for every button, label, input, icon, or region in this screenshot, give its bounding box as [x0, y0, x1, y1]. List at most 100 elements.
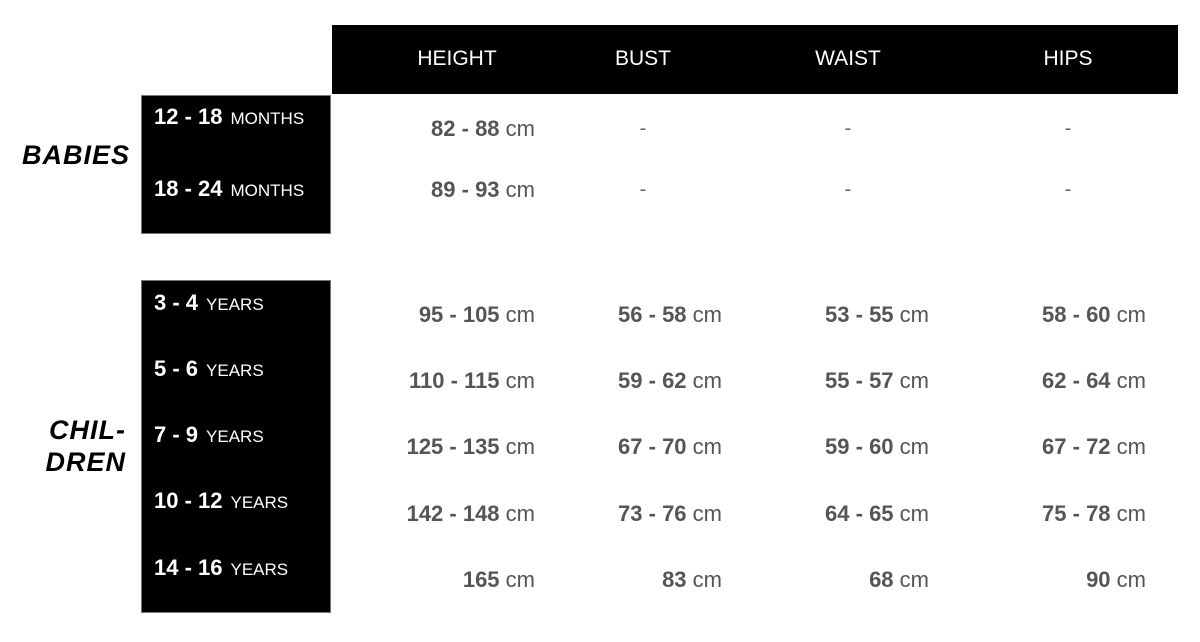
empty-value: -: [1064, 178, 1072, 201]
measurement-cell: 142 - 148 cm: [407, 501, 535, 527]
babies-age-box: [141, 95, 331, 234]
header-bar: [332, 25, 1178, 94]
column-header-bust: BUST: [614, 47, 672, 70]
measurement-value: 68: [869, 567, 894, 592]
age-range: 5 - 6: [154, 356, 199, 381]
measurement-value: 75 - 78: [1042, 501, 1111, 526]
measurement-value: 110 - 115: [409, 368, 500, 393]
measurement-cell: 64 - 65 cm: [825, 501, 929, 527]
measurement-unit: cm: [692, 567, 722, 592]
age-label: 10 - 12 YEARS: [154, 488, 288, 514]
measurement-unit: cm: [692, 368, 722, 393]
measurement-value: 82 - 88: [431, 116, 500, 141]
measurement-cell: 82 - 88 cm: [431, 116, 535, 142]
measurement-unit: cm: [505, 368, 535, 393]
measurement-value: 58 - 60: [1042, 302, 1111, 327]
age-label: 3 - 4 YEARS: [154, 290, 264, 316]
measurement-unit: cm: [505, 177, 535, 202]
age-unit: MONTHS: [230, 109, 305, 128]
measurement-cell: 90 cm: [1086, 567, 1146, 593]
measurement-unit: cm: [692, 434, 722, 459]
measurement-cell: 110 - 115 cm: [409, 368, 535, 394]
measurement-value: 67 - 70: [618, 434, 687, 459]
age-label: 14 - 16 YEARS: [154, 555, 288, 581]
age-range: 3 - 4: [154, 290, 199, 315]
age-unit: YEARS: [206, 361, 264, 380]
measurement-cell: 67 - 70 cm: [618, 434, 722, 460]
measurement-value: 59 - 60: [825, 434, 894, 459]
age-range: 7 - 9: [154, 422, 199, 447]
group-label-babies: BABIES: [21, 140, 130, 170]
measurement-cell: 83 cm: [662, 567, 722, 593]
measurement-unit: cm: [505, 567, 535, 592]
age-label: 18 - 24 MONTHS: [154, 176, 304, 202]
measurement-value: 62 - 64: [1042, 368, 1111, 393]
measurement-unit: cm: [1116, 434, 1146, 459]
measurement-value: 89 - 93: [431, 177, 500, 202]
age-range: 10 - 12: [154, 488, 223, 513]
measurement-value: 142 - 148: [406, 501, 500, 526]
measurement-cell: 165 cm: [463, 567, 535, 593]
column-header-waist: WAIST: [815, 47, 881, 70]
measurement-cell: 73 - 76 cm: [618, 501, 722, 527]
measurement-value: 59 - 62: [618, 368, 687, 393]
measurement-value: 53 - 55: [825, 302, 894, 327]
group-label-line: CHIL-: [49, 415, 126, 445]
measurement-cell: 68 cm: [869, 567, 929, 593]
measurement-cell: 125 - 135 cm: [407, 434, 535, 460]
measurement-unit: cm: [899, 368, 929, 393]
measurement-cell: 58 - 60 cm: [1042, 302, 1146, 328]
measurement-unit: cm: [505, 501, 535, 526]
age-label: 12 - 18 MONTHS: [154, 104, 304, 130]
children-age-box: [141, 280, 331, 613]
measurement-unit: cm: [1116, 501, 1146, 526]
age-range: 18 - 24: [154, 176, 223, 201]
measurement-unit: cm: [692, 501, 722, 526]
measurement-unit: cm: [505, 302, 535, 327]
age-unit: YEARS: [206, 427, 264, 446]
measurement-cell: 59 - 62 cm: [618, 368, 722, 394]
empty-value: -: [844, 178, 852, 201]
column-header-height: HEIGHT: [417, 47, 497, 70]
measurement-value: 90: [1086, 567, 1111, 592]
age-unit: MONTHS: [230, 181, 305, 200]
age-label: 7 - 9 YEARS: [154, 422, 264, 448]
measurement-value: 55 - 57: [825, 368, 894, 393]
measurement-value: 95 - 105: [418, 302, 500, 327]
measurement-unit: cm: [1116, 302, 1146, 327]
measurement-cell: 59 - 60 cm: [825, 434, 929, 460]
group-label-line: DREN: [45, 447, 126, 477]
measurement-cell: 56 - 58 cm: [618, 302, 722, 328]
age-range: 12 - 18: [154, 104, 223, 129]
measurement-cell: 95 - 105 cm: [419, 302, 535, 328]
measurement-cell: 53 - 55 cm: [825, 302, 929, 328]
age-unit: YEARS: [230, 560, 289, 579]
measurement-unit: cm: [1116, 368, 1146, 393]
measurement-value: 56 - 58: [618, 302, 687, 327]
empty-value: -: [844, 117, 852, 140]
measurement-unit: cm: [1116, 567, 1146, 592]
measurement-value: 67 - 72: [1042, 434, 1111, 459]
age-range: 14 - 16: [154, 555, 223, 580]
column-header-hips: HIPS: [1043, 47, 1093, 70]
measurement-value: 125 - 135: [406, 434, 500, 459]
measurement-unit: cm: [692, 302, 722, 327]
measurement-unit: cm: [899, 567, 929, 592]
group-label-children: CHIL- DREN: [14, 414, 126, 478]
empty-value: -: [639, 117, 647, 140]
measurement-unit: cm: [899, 501, 929, 526]
age-unit: YEARS: [206, 295, 264, 314]
measurement-unit: cm: [505, 116, 535, 141]
measurement-unit: cm: [899, 302, 929, 327]
measurement-cell: 89 - 93 cm: [431, 177, 535, 203]
age-label: 5 - 6 YEARS: [154, 356, 264, 382]
measurement-unit: cm: [505, 434, 535, 459]
measurement-value: 64 - 65: [825, 501, 894, 526]
measurement-value: 83: [662, 567, 687, 592]
measurement-cell: 75 - 78 cm: [1042, 501, 1146, 527]
empty-value: -: [1064, 117, 1072, 140]
measurement-cell: 67 - 72 cm: [1042, 434, 1146, 460]
measurement-unit: cm: [899, 434, 929, 459]
measurement-value: 73 - 76: [618, 501, 687, 526]
